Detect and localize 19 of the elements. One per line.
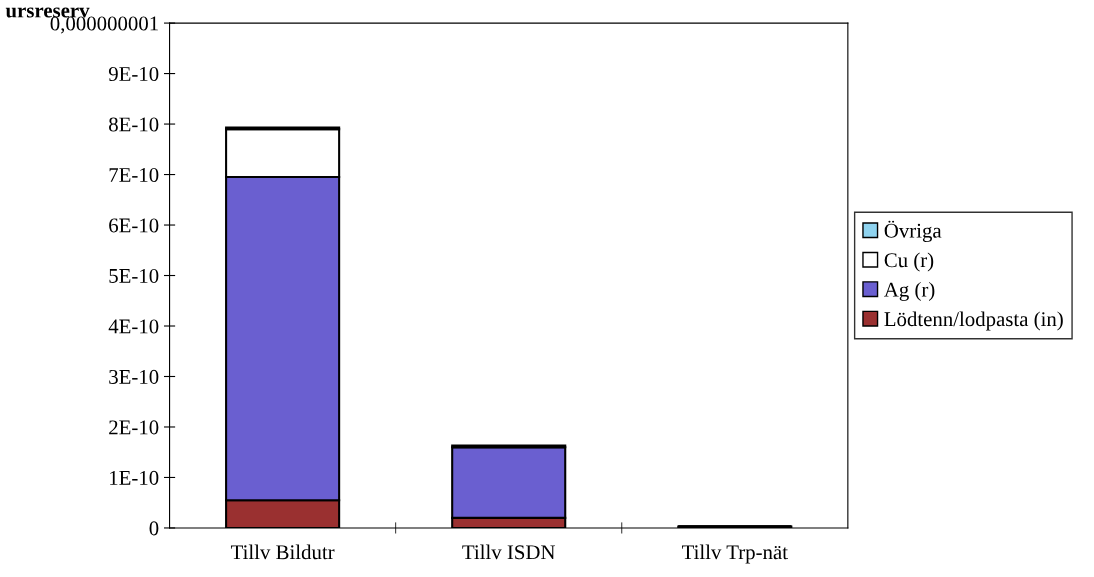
- y-tick-label: 3E-10: [109, 369, 159, 384]
- y-tick-label: 6E-10: [109, 218, 159, 233]
- x-tick-label: Tillv ISDN: [462, 544, 556, 560]
- x-tick-label: Tillv Trp-nät: [682, 544, 788, 564]
- legend-label: Ag (r): [884, 282, 935, 301]
- y-axis-title: ursreserv: [5, 7, 90, 18]
- y-tick-label: 4E-10: [108, 319, 159, 334]
- y-tick-label: 1E-10: [110, 470, 159, 485]
- y-tick-label: 7E-10: [109, 167, 159, 182]
- y-tick-label: 5E-10: [109, 268, 159, 283]
- legend-label: Övriga: [884, 220, 942, 243]
- y-tick-label: 8E-10: [109, 117, 159, 132]
- y-tick-label: 9E-10: [108, 66, 159, 81]
- legend-label: Cu (r): [884, 252, 934, 272]
- y-tick-label: 0,000000001: [50, 16, 158, 34]
- legend-label: Lödtenn/lodpasta (in): [884, 311, 1063, 331]
- y-tick-label: 0: [149, 521, 159, 536]
- x-tick-label: Tillv Bildutr: [230, 544, 335, 560]
- y-tick-label: 2E-10: [109, 420, 159, 435]
